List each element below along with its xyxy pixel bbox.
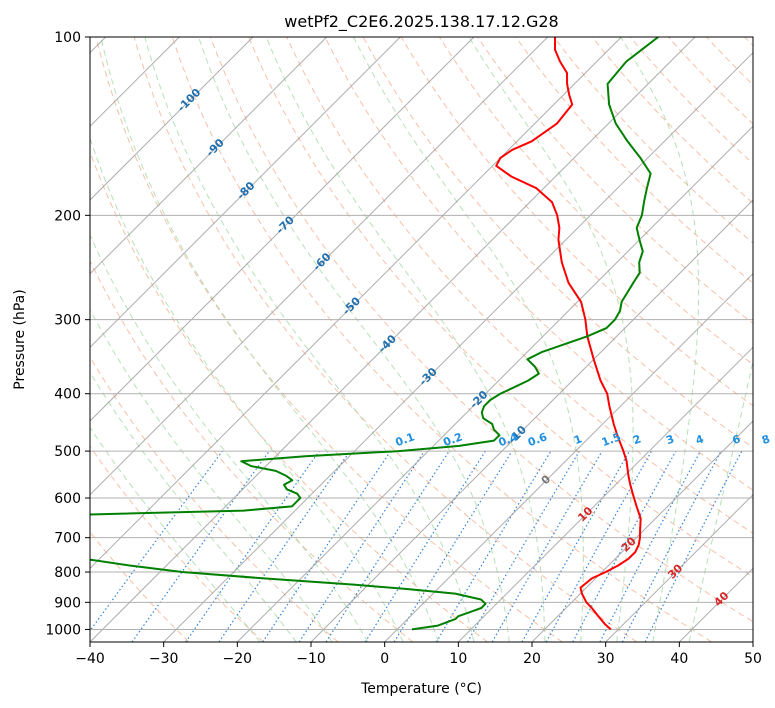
mixing-ratio-line [262,450,392,642]
mixing-ratio-label: 4 [694,432,706,447]
dry-adiabat [171,37,712,642]
mixing-ratio-labels: 0.10.20.40.611.52346810131620253036 [394,430,772,449]
x-axis-label: Temperature (°C) [360,681,482,697]
x-tick-label: −20 [223,651,253,667]
isotherm-line [90,37,696,642]
dewpoint-profile [90,37,659,631]
y-tick-label: 300 [54,313,81,329]
chart-title: wetPf2_C2E6.2025.138.17.12.G28 [284,12,558,32]
mixing-ratio-label: 0.1 [394,430,417,449]
isotherm-line [90,37,328,275]
mixing-ratio-line [393,450,513,642]
plot-background [90,37,753,642]
mixing-ratio-line [325,450,450,642]
y-tick-label: 400 [54,387,81,403]
moist-adiabat [90,371,297,642]
mixing-ratio-line [218,450,351,642]
x-tick-label: 0 [380,651,389,667]
x-tick-label: 20 [523,651,541,667]
dry-adiabat [324,37,753,491]
moist-adiabat [265,37,546,642]
moist-adiabat [198,37,510,642]
mixing-ratio-label: 1.5 [600,430,623,449]
x-tick-label: −40 [75,651,105,667]
mixing-ratio-label: 2 [631,432,643,447]
dry-adiabat [629,37,753,165]
mixing-ratio-line [644,450,743,642]
y-tick-label: 200 [54,208,81,224]
isotherm-line [90,37,549,496]
moist-adiabat [144,37,475,642]
isotherm-line [310,199,753,642]
moist-adiabat [620,37,700,642]
temperature-profile [495,37,642,631]
moist-adiabat [100,37,439,642]
isotherm-line [605,493,753,642]
mixing-ratio-line [185,450,320,642]
y-tick-label: 100 [54,30,81,46]
mixing-ratio-label: 1 [572,432,584,447]
mixing-ratio-label: 8 [760,432,772,447]
isotherm-line [236,125,753,642]
dry-adiabat [477,37,753,325]
mixing-ratio-line [521,450,631,642]
mixing-ratio-label: 6 [731,432,743,447]
moist-adiabat [353,37,584,642]
isotherm-line [163,51,753,642]
mixing-ratio-label: 0.4 [497,430,520,449]
y-tick-label: 500 [54,444,81,460]
mixing-ratio-label: 0.2 [441,430,464,449]
y-tick-label: 600 [54,491,81,507]
y-tick-label: 900 [54,595,81,611]
mixing-ratio-line [572,450,677,642]
y-axis: 100 200 300 400 500 600 700 800 900 1000 [45,30,90,638]
isotherm-line [752,641,753,642]
moist-adiabat [688,358,753,642]
x-tick-label: 50 [744,651,762,667]
moist-adiabat [90,233,369,642]
dry-adiabat [90,445,264,642]
dry-adiabat [248,37,753,578]
series-layer [90,37,659,631]
x-tick-label: 10 [449,651,467,667]
isotherm-line [531,420,753,642]
mixing-ratio-line [131,450,270,642]
isotherm-line [90,37,622,570]
dry-adiabat [591,37,753,204]
isotherm-line [457,346,753,642]
mixing-ratio-label: 0.6 [526,430,549,449]
mixing-ratio-line [298,450,425,642]
dry-adiabat [90,259,414,642]
y-tick-label: 1000 [45,622,81,638]
x-tick-label: 40 [670,651,688,667]
x-tick-label: −10 [296,651,326,667]
dry-adiabat [515,37,753,284]
moist-adiabat [90,308,333,642]
moist-adiabat [90,136,404,642]
x-tick-label: 30 [597,651,615,667]
y-axis-label: Pressure (hPa) [12,289,28,389]
isotherm-line [90,37,254,201]
y-tick-label: 800 [54,565,81,581]
x-axis: −40 −30 −20 −10 0 10 20 30 40 50 [75,642,762,667]
isotherm-line [90,37,401,349]
background-lines [90,37,753,642]
dry-adiabat [400,37,753,407]
y-tick-label: 700 [54,531,81,547]
mixing-ratio-line [545,450,653,642]
mixing-ratio-label: 3 [664,432,676,447]
x-tick-label: −30 [149,651,179,667]
dry-adiabat [133,37,638,642]
isotherm-line [384,272,753,642]
mixing-ratio-line [90,450,223,632]
isotherm-line [90,37,475,422]
plot-frame [89,36,754,643]
pressure-grid [90,37,753,630]
moist-adiabat [90,426,261,642]
dry-adiabat [210,37,753,623]
